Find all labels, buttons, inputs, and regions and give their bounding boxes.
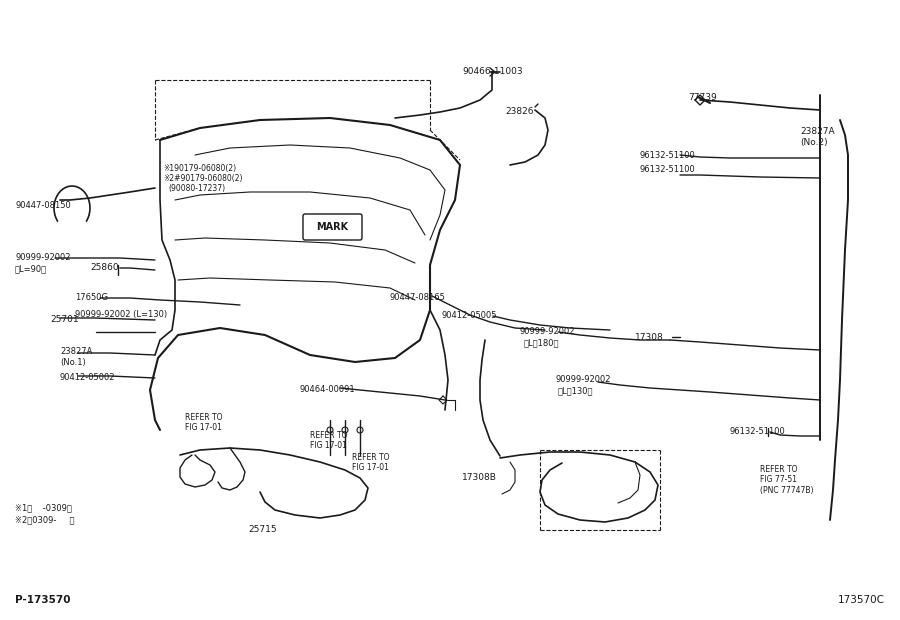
Text: REFER TO: REFER TO — [185, 414, 222, 422]
Text: MARK: MARK — [316, 222, 348, 232]
Text: 23827A: 23827A — [800, 128, 834, 136]
Text: 90464-00091: 90464-00091 — [300, 386, 356, 394]
Text: 96132-51100: 96132-51100 — [730, 428, 786, 436]
Text: 17308B: 17308B — [462, 474, 497, 482]
Text: （L=90）: （L=90） — [15, 265, 47, 273]
Text: 90999-92002: 90999-92002 — [555, 376, 610, 384]
Text: ※2#90179-06080(2): ※2#90179-06080(2) — [163, 174, 242, 182]
Text: (No.1): (No.1) — [60, 358, 86, 368]
Text: ※2（0309-     ）: ※2（0309- ） — [15, 515, 75, 525]
Text: (PNC 77747B): (PNC 77747B) — [760, 485, 814, 495]
Text: P-173570: P-173570 — [15, 595, 70, 605]
Text: 25715: 25715 — [248, 526, 276, 534]
Text: 23827A: 23827A — [60, 347, 93, 356]
Text: REFER TO: REFER TO — [760, 466, 797, 474]
Text: 90412-05005: 90412-05005 — [442, 311, 498, 321]
Text: FIG 17-01: FIG 17-01 — [310, 440, 346, 450]
FancyBboxPatch shape — [303, 214, 362, 240]
Text: ※1（    -0309）: ※1（ -0309） — [15, 503, 72, 513]
Text: 90999-92002 (L=130): 90999-92002 (L=130) — [75, 311, 167, 319]
Text: 23826: 23826 — [505, 107, 534, 117]
Text: 173570C: 173570C — [838, 595, 885, 605]
Text: 90447-08165: 90447-08165 — [390, 293, 446, 303]
Text: （L＝180）: （L＝180） — [524, 339, 560, 347]
Text: ※190179-06080(2): ※190179-06080(2) — [163, 164, 236, 172]
Text: 90999-92002: 90999-92002 — [520, 327, 575, 337]
Text: 90466-11003: 90466-11003 — [462, 68, 523, 76]
Text: 25701: 25701 — [50, 316, 78, 324]
Text: 90412-05002: 90412-05002 — [60, 373, 115, 383]
Text: 17308: 17308 — [635, 332, 664, 342]
Text: (No.2): (No.2) — [800, 138, 828, 148]
Text: FIG 17-01: FIG 17-01 — [352, 464, 389, 472]
Text: (90080-17237): (90080-17237) — [168, 184, 225, 192]
Text: 17650G: 17650G — [75, 293, 108, 303]
Text: 90999-92002: 90999-92002 — [15, 254, 70, 262]
Text: 96132-51100: 96132-51100 — [640, 166, 696, 174]
Text: REFER TO: REFER TO — [310, 430, 347, 440]
Text: 96132-51100: 96132-51100 — [640, 151, 696, 159]
Text: REFER TO: REFER TO — [352, 453, 390, 463]
Text: （L＝130）: （L＝130） — [558, 386, 593, 396]
Text: 77739: 77739 — [688, 94, 716, 102]
Text: 25860: 25860 — [90, 264, 119, 273]
Text: 90447-08150: 90447-08150 — [15, 200, 71, 210]
Text: FIG 77-51: FIG 77-51 — [760, 476, 797, 484]
Text: FIG 17-01: FIG 17-01 — [185, 423, 222, 433]
